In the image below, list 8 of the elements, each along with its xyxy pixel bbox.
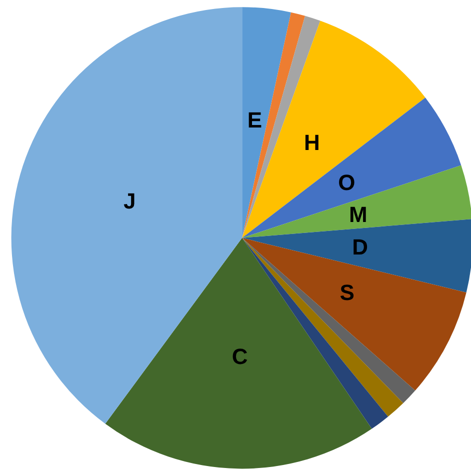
slice-label: D	[352, 234, 368, 260]
slice-label: O	[338, 170, 356, 196]
slice-label: C	[232, 344, 248, 369]
slice-label: S	[340, 280, 354, 306]
slice-label: J	[123, 188, 136, 214]
slice-label: M	[348, 202, 368, 227]
slice-label: H	[304, 130, 320, 155]
slice-label: E	[247, 108, 262, 133]
